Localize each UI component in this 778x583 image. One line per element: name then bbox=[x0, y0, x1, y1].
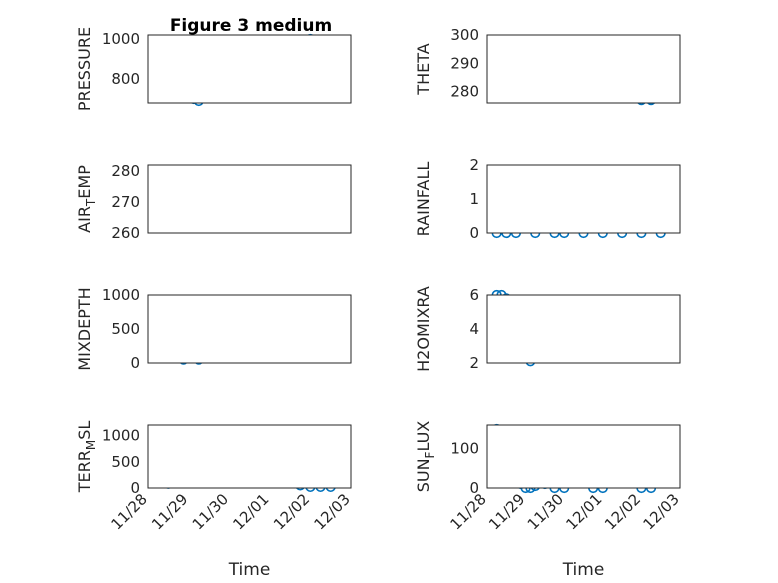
subplot-2: 280 290 300 THETA bbox=[414, 26, 681, 106]
y-tick-label: 100 bbox=[450, 440, 479, 458]
y-tick-label: 0 bbox=[469, 224, 479, 242]
subplot-4: 0 1 2 RAINFALL bbox=[414, 156, 681, 242]
y-tick-label: 300 bbox=[450, 26, 479, 44]
x-axis-label: Time bbox=[562, 560, 605, 580]
figure-title: Figure 3 medium bbox=[170, 16, 332, 36]
axes-box bbox=[147, 164, 352, 234]
y-axis-label: SUNFLUX bbox=[414, 421, 437, 493]
y-tick-label: 290 bbox=[450, 54, 479, 72]
subplot-1: 800 1000 PRESSURE bbox=[75, 27, 352, 111]
y-tick-label: 2 bbox=[469, 156, 479, 174]
x-tick-label: 11/30 bbox=[189, 490, 232, 533]
y-axis-label: RAINFALL bbox=[414, 162, 433, 237]
axes-box bbox=[147, 34, 352, 104]
y-axis-label: THETA bbox=[414, 43, 433, 95]
x-tick-label: 11/29 bbox=[148, 490, 191, 533]
y-tick-label: 1 bbox=[469, 190, 479, 208]
subplot-3: 260 270 280 AIRTEMP bbox=[75, 162, 352, 242]
x-tick-label: 11/28 bbox=[447, 490, 490, 533]
y-tick-label: 4 bbox=[469, 320, 479, 338]
y-axis-label: TERRMSL bbox=[75, 421, 98, 494]
y-tick-label: 500 bbox=[111, 453, 140, 471]
x-tick-label: 12/01 bbox=[229, 490, 272, 533]
subplot-5: 0 500 1000 MIXDEPTH bbox=[75, 286, 352, 372]
y-tick-label: 1000 bbox=[102, 30, 140, 48]
axes-box bbox=[486, 34, 681, 104]
y-tick-label: 0 bbox=[469, 479, 479, 497]
y-axis-label: PRESSURE bbox=[75, 27, 94, 111]
y-tick-label: 280 bbox=[450, 83, 479, 101]
y-tick-label: 2 bbox=[469, 354, 479, 372]
y-tick-label: 6 bbox=[469, 286, 479, 304]
y-tick-label: 800 bbox=[111, 70, 140, 88]
y-tick-label: 280 bbox=[111, 162, 140, 180]
y-tick-label: 1000 bbox=[102, 427, 140, 445]
subplot-6: 2 4 6 H2OMIXRA bbox=[414, 286, 681, 372]
y-tick-label: 0 bbox=[130, 354, 140, 372]
x-axis-label: Time bbox=[228, 560, 271, 580]
x-tick-label: 12/02 bbox=[601, 490, 644, 533]
y-tick-label: 260 bbox=[111, 224, 140, 242]
y-tick-label: 500 bbox=[111, 320, 140, 338]
y-axis-label: MIXDEPTH bbox=[75, 287, 94, 370]
axes-box bbox=[486, 164, 681, 234]
x-tick-label: 12/02 bbox=[270, 490, 313, 533]
x-tick-label: 11/30 bbox=[524, 490, 567, 533]
axes-box bbox=[147, 294, 352, 364]
y-axis-label: H2OMIXRA bbox=[414, 286, 433, 372]
x-tick-label: 11/29 bbox=[485, 490, 528, 533]
x-tick-label: 12/03 bbox=[311, 490, 354, 533]
x-tick-label: 12/01 bbox=[562, 490, 605, 533]
y-tick-label: 0 bbox=[130, 479, 140, 497]
y-tick-label: 1000 bbox=[102, 286, 140, 304]
axes-box bbox=[486, 424, 681, 489]
y-axis-label: AIRTEMP bbox=[75, 165, 98, 233]
axes-box bbox=[486, 294, 681, 364]
y-tick-label: 270 bbox=[111, 193, 140, 211]
x-tick-label: 12/03 bbox=[640, 490, 683, 533]
x-tick-label: 11/28 bbox=[108, 490, 151, 533]
axes-box bbox=[147, 424, 352, 489]
subplot-8: 0 100 SUNFLUX 11/2811/2911/3012/0112/0212/0… bbox=[414, 421, 683, 580]
